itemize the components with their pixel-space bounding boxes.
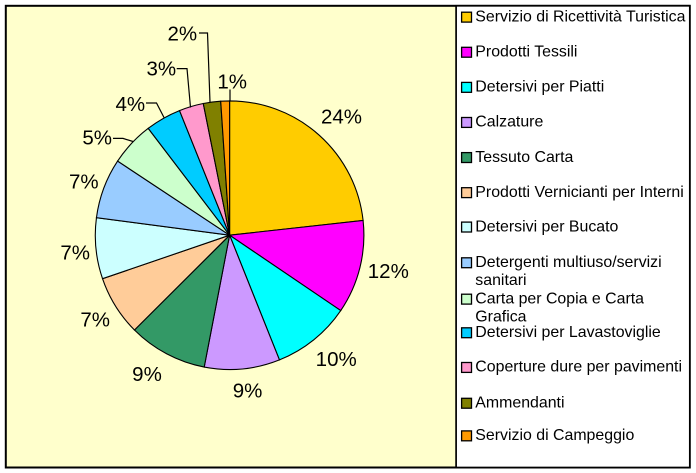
svg-text:10%: 10%	[316, 348, 357, 371]
svg-text:Coperture dure per pavimenti: Coperture dure per pavimenti	[475, 359, 682, 376]
svg-text:Prodotti Tessili: Prodotti Tessili	[475, 44, 577, 61]
svg-text:7%: 7%	[80, 308, 110, 331]
svg-text:5%: 5%	[82, 127, 112, 150]
svg-text:Detersivi per Bucato: Detersivi per Bucato	[475, 218, 618, 235]
svg-text:4%: 4%	[115, 93, 145, 116]
svg-text:Carta per Copia e Carta: Carta per Copia e Carta	[475, 290, 644, 307]
svg-text:9%: 9%	[233, 379, 263, 402]
svg-text:24%: 24%	[321, 106, 362, 129]
svg-text:Ammendanti: Ammendanti	[475, 395, 564, 412]
svg-text:Grafica: Grafica	[475, 308, 526, 325]
svg-text:Calzature: Calzature	[475, 114, 543, 131]
svg-text:3%: 3%	[146, 58, 176, 81]
svg-text:Detersivi per Piatti: Detersivi per Piatti	[475, 79, 604, 96]
svg-text:sanitari: sanitari	[475, 272, 526, 289]
svg-text:7%: 7%	[60, 242, 90, 265]
svg-text:Servizio di Campeggio: Servizio di Campeggio	[475, 427, 634, 444]
svg-text:Detergenti multiuso/servizi: Detergenti multiuso/servizi	[475, 254, 661, 271]
svg-text:1%: 1%	[217, 71, 247, 94]
svg-text:Servizio di Ricettività Turist: Servizio di Ricettività Turistica	[475, 8, 685, 25]
svg-text:Detersivi per Lavastoviglie: Detersivi per Lavastoviglie	[475, 324, 661, 341]
svg-text:Prodotti Vernicianti per Inter: Prodotti Vernicianti per Interni	[475, 184, 683, 201]
svg-text:Tessuto Carta: Tessuto Carta	[475, 149, 573, 166]
svg-text:2%: 2%	[167, 22, 197, 45]
svg-text:12%: 12%	[368, 260, 409, 283]
svg-text:9%: 9%	[132, 363, 162, 386]
svg-text:7%: 7%	[69, 170, 99, 193]
